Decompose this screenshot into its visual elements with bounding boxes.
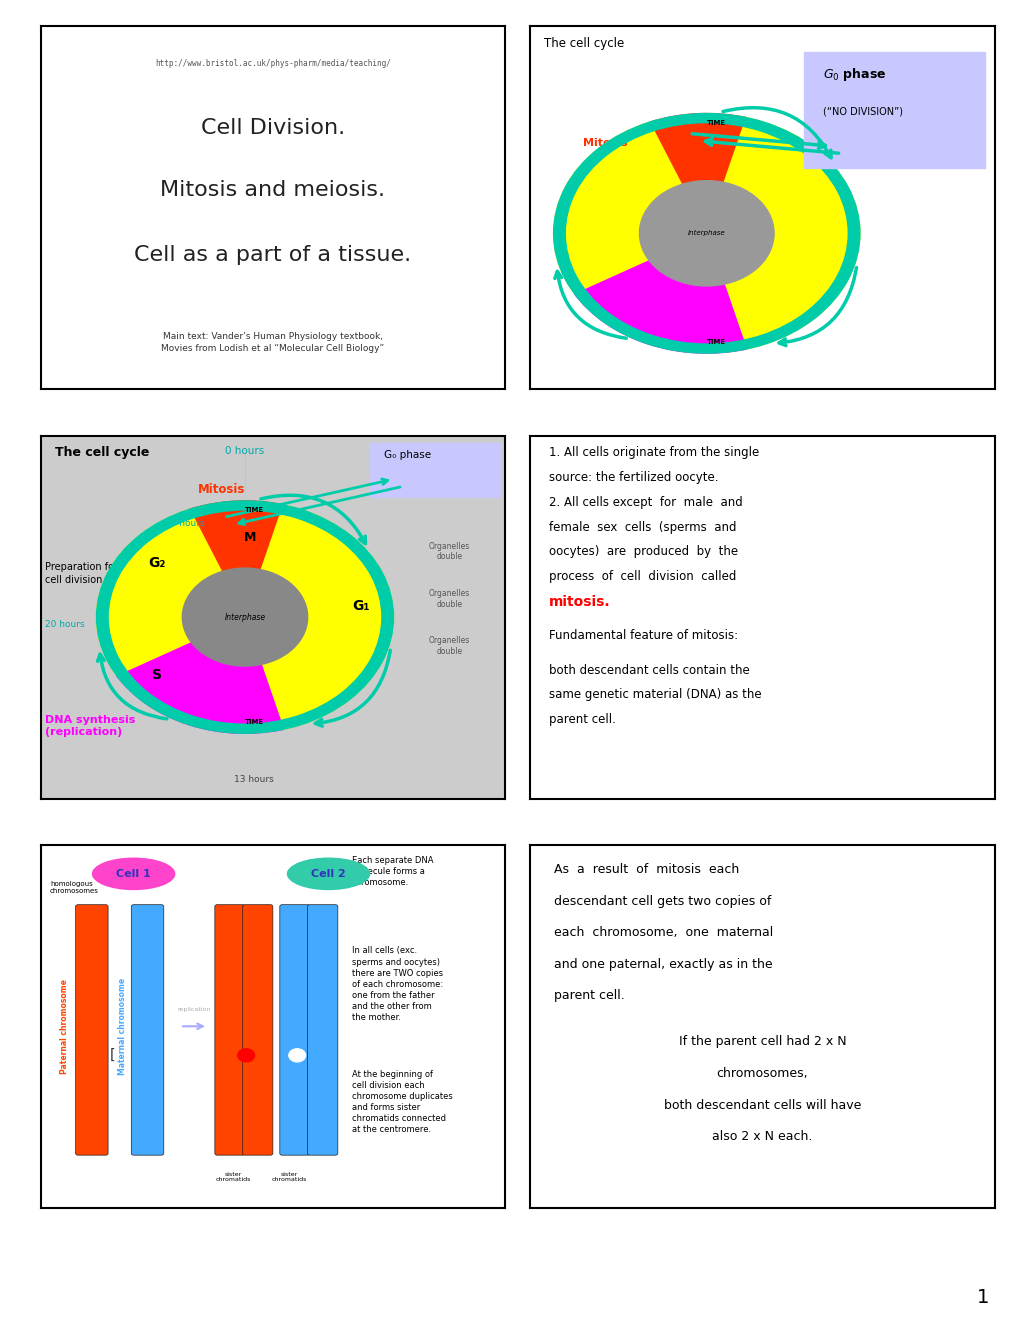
Text: Maternal chromosome: Maternal chromosome bbox=[117, 978, 126, 1074]
Text: G₀ phase: G₀ phase bbox=[384, 450, 431, 461]
Text: oocytes)  are  produced  by  the: oocytes) are produced by the bbox=[548, 545, 738, 558]
Text: S: S bbox=[152, 668, 162, 682]
Text: Interphase: Interphase bbox=[687, 230, 725, 236]
Wedge shape bbox=[553, 123, 681, 293]
Text: G₂: G₂ bbox=[148, 556, 165, 570]
Text: Mitosis: Mitosis bbox=[198, 483, 246, 496]
Wedge shape bbox=[553, 114, 859, 354]
Text: G₁: G₁ bbox=[352, 599, 370, 614]
Text: Cell 1: Cell 1 bbox=[116, 869, 151, 879]
Text: Mitosis: Mitosis bbox=[583, 139, 628, 148]
Text: The cell cycle: The cell cycle bbox=[55, 446, 149, 459]
Text: both descendant cells contain the: both descendant cells contain the bbox=[548, 664, 749, 677]
FancyBboxPatch shape bbox=[243, 904, 273, 1155]
Text: 23 hours: 23 hours bbox=[165, 519, 204, 528]
FancyBboxPatch shape bbox=[803, 51, 984, 168]
Wedge shape bbox=[574, 260, 746, 352]
Ellipse shape bbox=[286, 858, 370, 890]
Text: also 2 x N each.: also 2 x N each. bbox=[711, 1130, 812, 1143]
Text: source: the fertilized oocyte.: source: the fertilized oocyte. bbox=[548, 471, 717, 484]
Text: TIME: TIME bbox=[706, 120, 725, 125]
Text: Mitosis and meiosis.: Mitosis and meiosis. bbox=[160, 180, 385, 199]
Text: In all cells (exc.
sperms and oocytes)
there are TWO copies
of each chromosome:
: In all cells (exc. sperms and oocytes) t… bbox=[352, 946, 442, 1022]
Circle shape bbox=[639, 181, 773, 286]
Text: TIME: TIME bbox=[245, 719, 264, 726]
FancyBboxPatch shape bbox=[308, 904, 337, 1155]
Text: Interphase: Interphase bbox=[224, 612, 265, 622]
Text: Cell Division.: Cell Division. bbox=[201, 117, 344, 139]
FancyBboxPatch shape bbox=[75, 904, 108, 1155]
Text: (“NO DIVISION”): (“NO DIVISION”) bbox=[822, 107, 902, 116]
Text: sister
chromatids: sister chromatids bbox=[271, 1172, 307, 1183]
Wedge shape bbox=[190, 502, 283, 572]
Text: As  a  result  of  mitosis  each: As a result of mitosis each bbox=[553, 863, 738, 876]
FancyBboxPatch shape bbox=[131, 904, 164, 1155]
Text: 2. All cells except  for  male  and: 2. All cells except for male and bbox=[548, 496, 742, 508]
Text: TIME: TIME bbox=[706, 339, 725, 346]
Text: TIME: TIME bbox=[245, 507, 264, 513]
Text: Organelles
double: Organelles double bbox=[428, 636, 470, 656]
Text: DNA synthesis
(replication): DNA synthesis (replication) bbox=[46, 715, 136, 737]
Text: Organelles
double: Organelles double bbox=[428, 543, 470, 561]
Text: 1: 1 bbox=[976, 1288, 988, 1307]
Circle shape bbox=[237, 1049, 255, 1061]
Wedge shape bbox=[649, 114, 746, 185]
Text: and one paternal, exactly as in the: and one paternal, exactly as in the bbox=[553, 958, 771, 970]
Text: 20 hours: 20 hours bbox=[46, 620, 85, 628]
Wedge shape bbox=[97, 500, 393, 734]
Text: Cell 2: Cell 2 bbox=[311, 869, 345, 879]
Circle shape bbox=[182, 568, 308, 667]
Text: M: M bbox=[244, 531, 256, 544]
FancyBboxPatch shape bbox=[215, 904, 245, 1155]
Text: The cell cycle: The cell cycle bbox=[544, 37, 624, 50]
Text: Fundamental feature of mitosis:: Fundamental feature of mitosis: bbox=[548, 630, 738, 642]
Text: homologous
chromosomes: homologous chromosomes bbox=[50, 882, 99, 894]
Text: Preparation for
cell division: Preparation for cell division bbox=[46, 562, 118, 585]
Text: $G_0$ phase: $G_0$ phase bbox=[822, 66, 886, 83]
Text: [: [ bbox=[110, 1048, 115, 1063]
Wedge shape bbox=[723, 117, 859, 348]
Text: 1. All cells originate from the single: 1. All cells originate from the single bbox=[548, 446, 758, 459]
Text: Main text: Vander’s Human Physiology textbook,
Movies from Lodish et al “Molecul: Main text: Vander’s Human Physiology tex… bbox=[161, 333, 384, 354]
Text: 0 hours: 0 hours bbox=[225, 446, 264, 457]
Text: Cell as a part of a tissue.: Cell as a part of a tissue. bbox=[135, 246, 411, 265]
Circle shape bbox=[288, 1049, 306, 1061]
Text: both descendant cells will have: both descendant cells will have bbox=[663, 1098, 860, 1111]
Text: parent cell.: parent cell. bbox=[553, 989, 624, 1002]
Text: Organelles
double: Organelles double bbox=[428, 589, 470, 609]
Wedge shape bbox=[97, 510, 221, 675]
Text: descendant cell gets two copies of: descendant cell gets two copies of bbox=[553, 895, 770, 908]
Text: chromosomes,: chromosomes, bbox=[716, 1067, 807, 1080]
Text: http://www.bristol.ac.uk/phys-pharm/media/teaching/: http://www.bristol.ac.uk/phys-pharm/medi… bbox=[155, 59, 390, 69]
Text: At the beginning of
cell division each
chromosome duplicates
and forms sister
ch: At the beginning of cell division each c… bbox=[352, 1069, 452, 1134]
Text: same genetic material (DNA) as the: same genetic material (DNA) as the bbox=[548, 689, 761, 701]
Text: Each separate DNA
molecule forms a
chromosome.: Each separate DNA molecule forms a chrom… bbox=[352, 855, 433, 887]
Text: each  chromosome,  one  maternal: each chromosome, one maternal bbox=[553, 927, 772, 939]
Text: parent cell.: parent cell. bbox=[548, 713, 615, 726]
Wedge shape bbox=[116, 642, 283, 733]
Text: If the parent cell had 2 x N: If the parent cell had 2 x N bbox=[678, 1035, 846, 1048]
FancyBboxPatch shape bbox=[279, 904, 310, 1155]
Text: replication: replication bbox=[177, 1007, 211, 1011]
Text: 13 hours: 13 hours bbox=[234, 775, 274, 784]
Text: mitosis.: mitosis. bbox=[548, 594, 610, 609]
Text: sister
chromatids: sister chromatids bbox=[215, 1172, 251, 1183]
Text: Paternal chromosome: Paternal chromosome bbox=[59, 979, 68, 1073]
Wedge shape bbox=[261, 504, 393, 730]
Ellipse shape bbox=[92, 858, 175, 890]
Text: female  sex  cells  (sperms  and: female sex cells (sperms and bbox=[548, 520, 736, 533]
Text: process  of  cell  division  called: process of cell division called bbox=[548, 570, 736, 583]
FancyBboxPatch shape bbox=[370, 442, 499, 498]
